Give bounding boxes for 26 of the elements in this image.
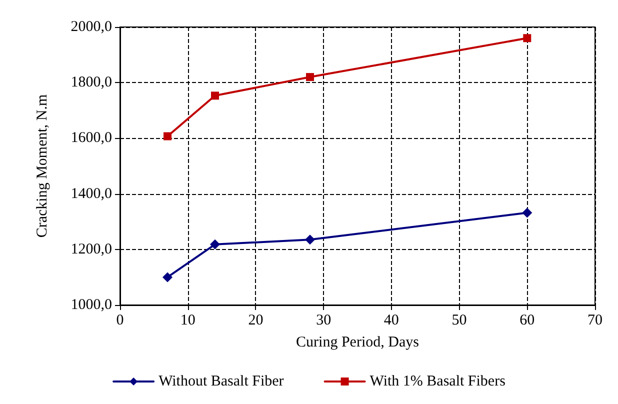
y-tick-label: 1400,0 bbox=[70, 186, 112, 202]
y-tick-label: 1600,0 bbox=[70, 130, 112, 146]
point bbox=[164, 132, 172, 140]
x-tick-label: 50 bbox=[452, 312, 467, 328]
x-axis-title: Curing Period, Days bbox=[296, 334, 420, 350]
x-tick-label: 0 bbox=[116, 312, 124, 328]
point bbox=[210, 239, 220, 250]
x-tick-label: 70 bbox=[588, 312, 602, 328]
x-tick-label: 40 bbox=[384, 312, 399, 328]
y-tick-label: 1200,0 bbox=[70, 241, 112, 258]
x-tick-label: 60 bbox=[520, 312, 535, 328]
point bbox=[522, 208, 532, 218]
x-tick-label: 20 bbox=[248, 312, 264, 328]
point bbox=[211, 92, 219, 100]
point bbox=[162, 272, 172, 282]
x-tick-label: 30 bbox=[316, 312, 332, 328]
point bbox=[523, 34, 532, 42]
y-tick-label: 1800,0 bbox=[70, 74, 112, 91]
y-tick-label: 1000,0 bbox=[70, 297, 112, 313]
legend-label: With 1% Basalt Fibers bbox=[370, 374, 506, 390]
y-axis-title: Cracking Moment, N.m bbox=[34, 94, 50, 238]
point bbox=[306, 73, 314, 82]
y-tick-label: 2000,0 bbox=[70, 19, 112, 35]
x-tick-label: 10 bbox=[180, 312, 196, 328]
legend-label: Without Basalt Fiber bbox=[158, 374, 284, 390]
point bbox=[305, 234, 315, 245]
